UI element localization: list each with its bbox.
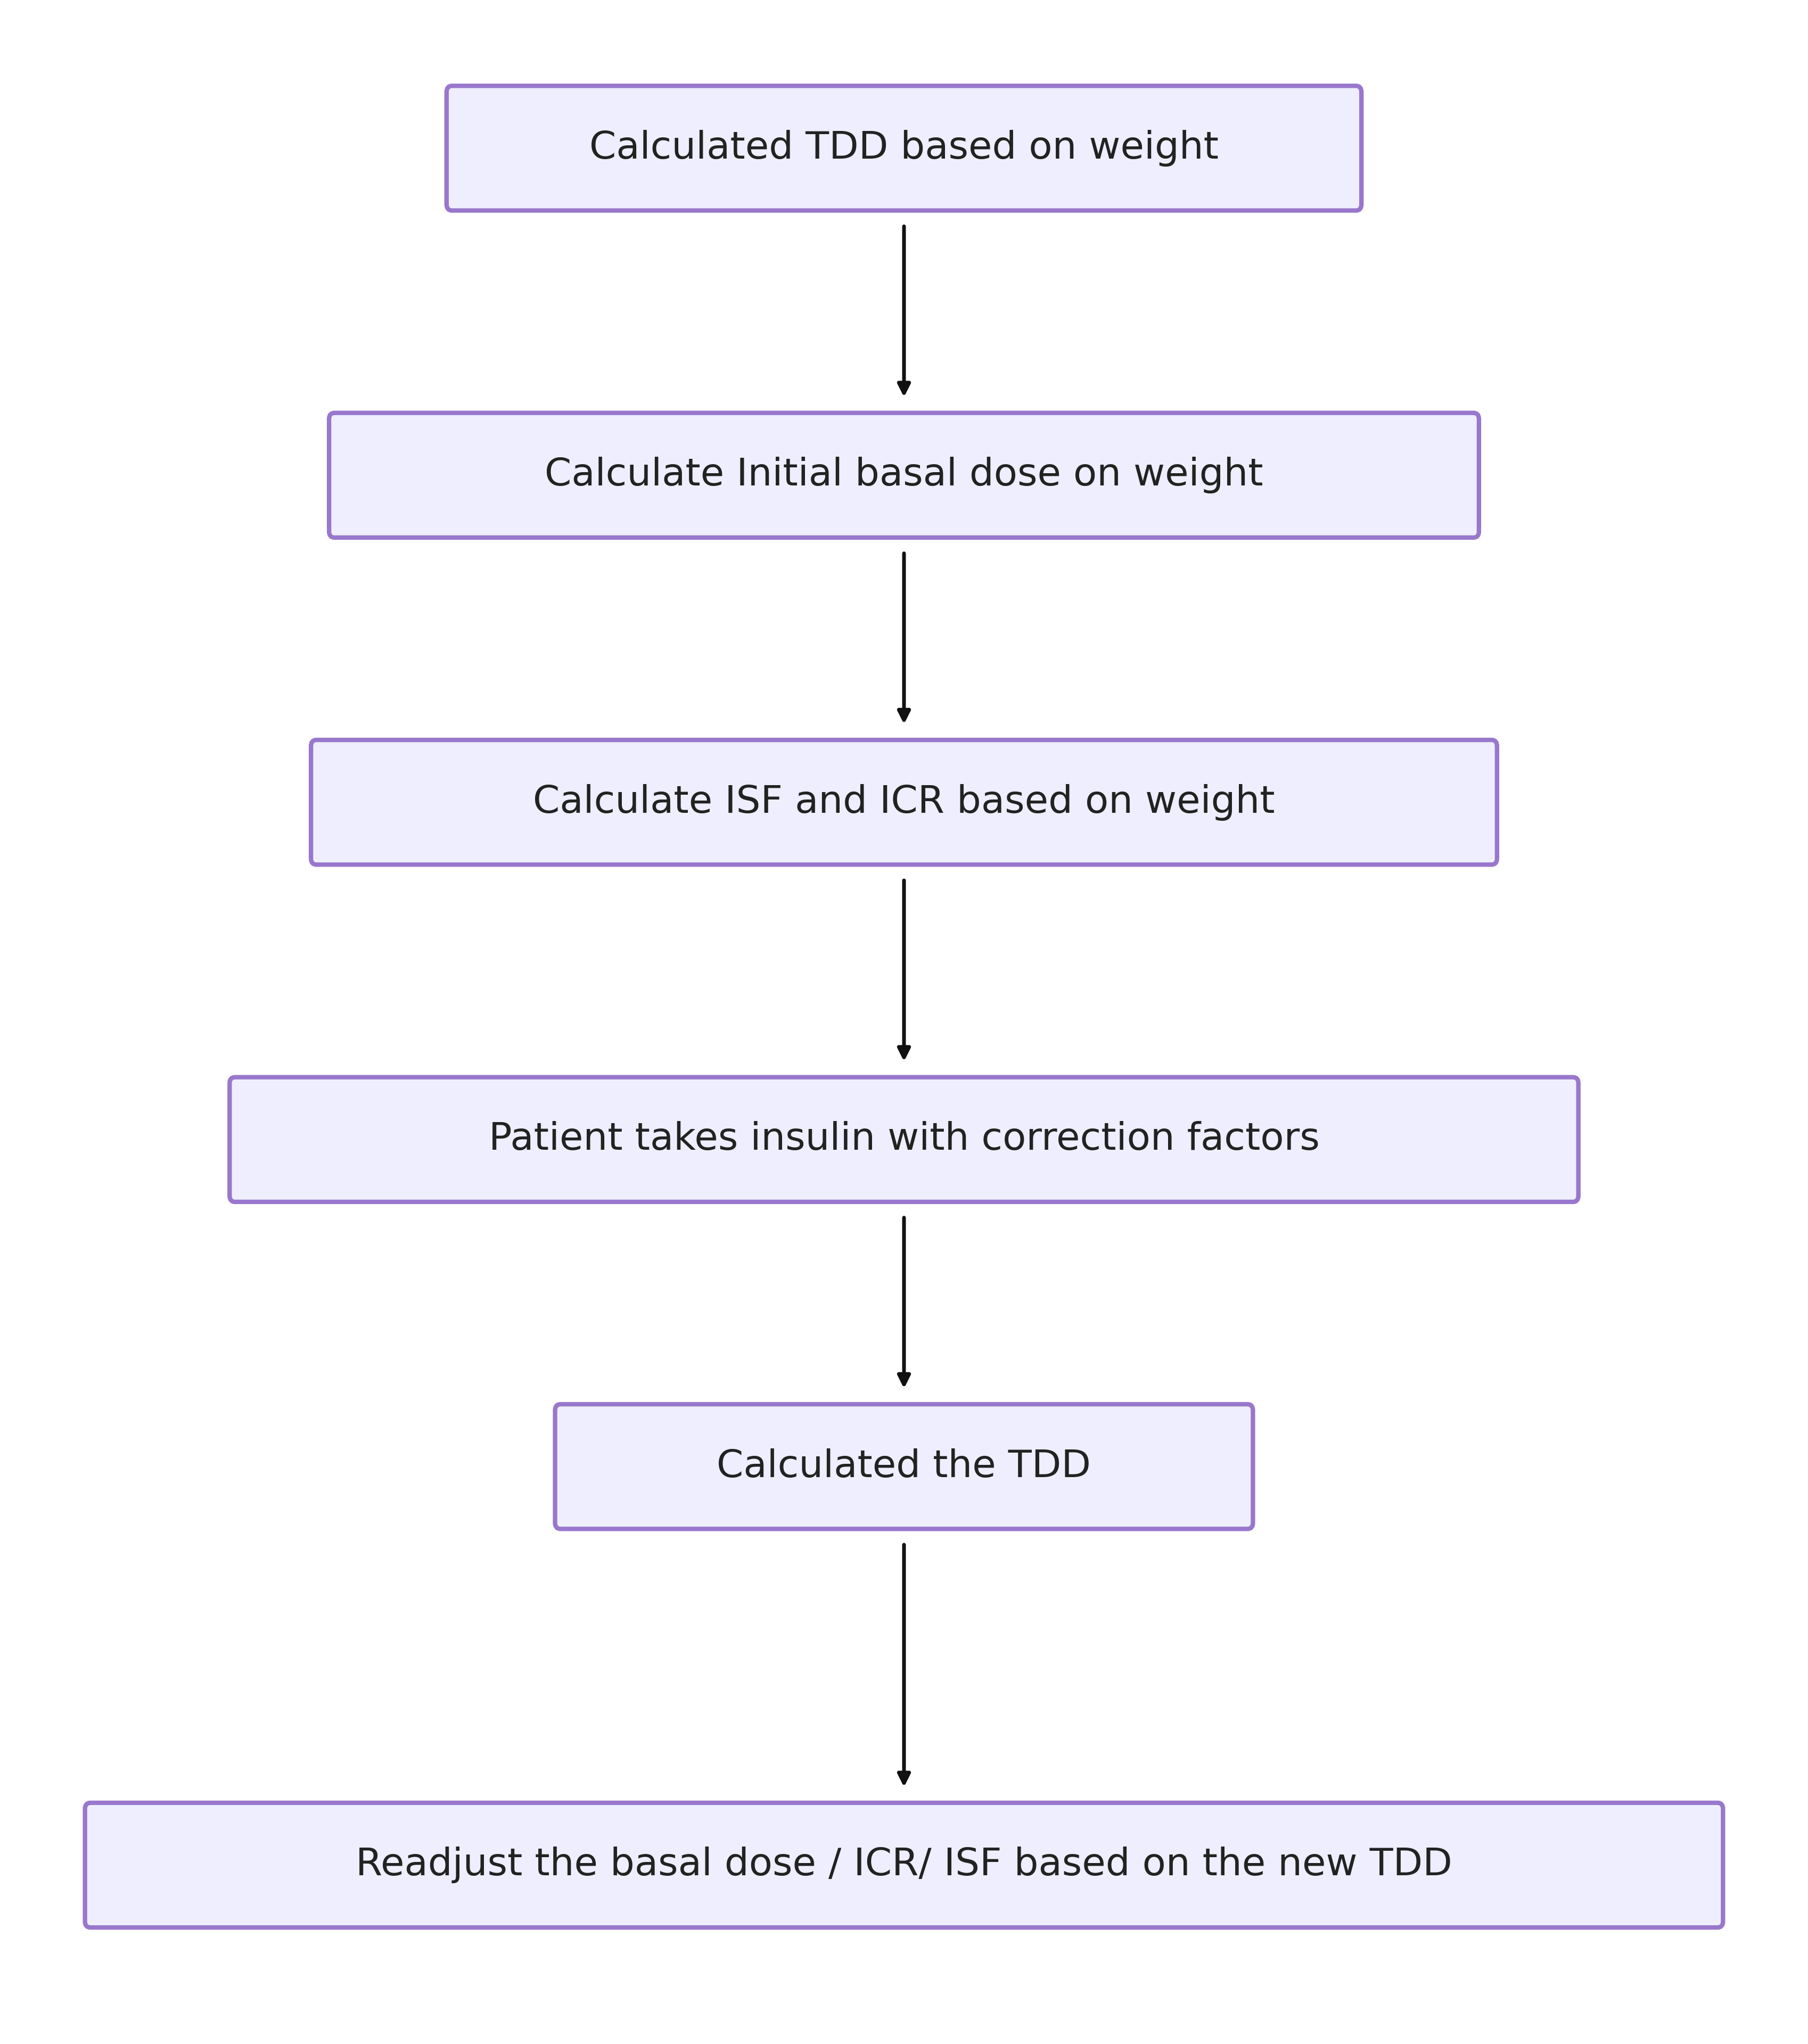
Text: Calculated the TDD: Calculated the TDD <box>716 1449 1092 1484</box>
Text: Calculate Initial basal dose on weight: Calculate Initial basal dose on weight <box>544 458 1264 493</box>
Text: Readjust the basal dose / ICR/ ISF based on the new TDD: Readjust the basal dose / ICR/ ISF based… <box>356 1848 1452 1883</box>
FancyBboxPatch shape <box>447 86 1361 211</box>
Text: Calculated TDD based on weight: Calculated TDD based on weight <box>589 131 1219 166</box>
Text: Calculate ISF and ICR based on weight: Calculate ISF and ICR based on weight <box>533 785 1275 820</box>
Text: Patient takes insulin with correction factors: Patient takes insulin with correction fa… <box>488 1122 1320 1157</box>
FancyBboxPatch shape <box>329 413 1479 538</box>
FancyBboxPatch shape <box>555 1404 1253 1529</box>
FancyBboxPatch shape <box>230 1077 1578 1202</box>
FancyBboxPatch shape <box>85 1803 1723 1927</box>
FancyBboxPatch shape <box>311 740 1497 865</box>
